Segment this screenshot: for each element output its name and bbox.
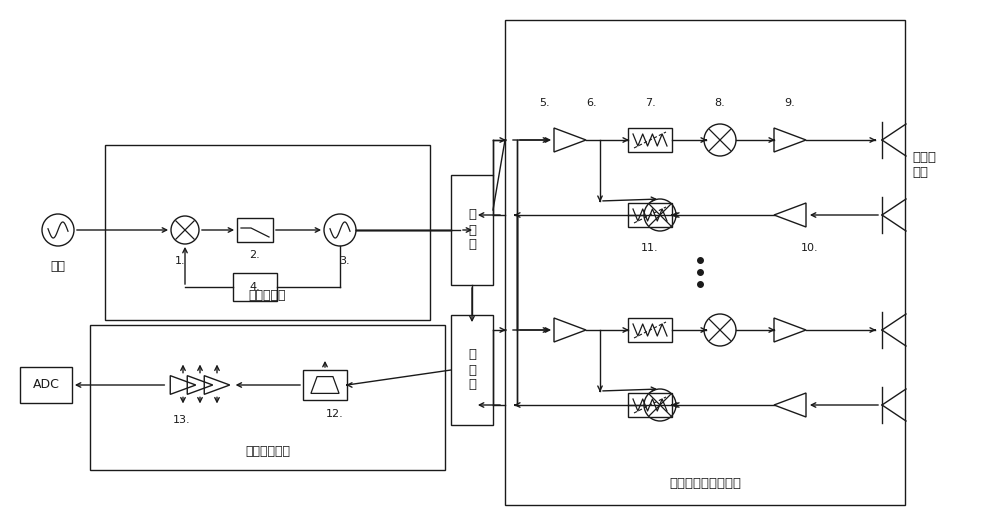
Text: 功
分
器: 功 分 器 bbox=[468, 208, 476, 251]
Bar bbox=[628, 318, 672, 342]
Bar bbox=[505, 20, 905, 505]
Text: 3.: 3. bbox=[340, 256, 350, 266]
Bar bbox=[237, 218, 273, 242]
Bar bbox=[105, 145, 430, 320]
Text: 相控阵收发前端芯片: 相控阵收发前端芯片 bbox=[669, 477, 741, 490]
Bar bbox=[451, 315, 493, 425]
Bar bbox=[451, 175, 493, 285]
Text: 9.: 9. bbox=[785, 98, 795, 108]
Bar bbox=[90, 325, 445, 470]
Text: 中频放大芯片: 中频放大芯片 bbox=[245, 445, 290, 458]
Bar bbox=[628, 128, 672, 152]
Bar bbox=[628, 393, 672, 417]
Text: 8.: 8. bbox=[715, 98, 725, 108]
Text: 2.: 2. bbox=[250, 250, 260, 260]
Text: 4.: 4. bbox=[250, 282, 260, 292]
Text: 12.: 12. bbox=[326, 409, 344, 419]
Text: 锁相环芯片: 锁相环芯片 bbox=[249, 289, 286, 302]
Text: 7.: 7. bbox=[645, 98, 655, 108]
Text: 功
合
器: 功 合 器 bbox=[468, 349, 476, 392]
Text: 晶振: 晶振 bbox=[50, 260, 66, 273]
Text: 1.: 1. bbox=[175, 256, 185, 266]
Text: 13.: 13. bbox=[173, 415, 191, 425]
Bar bbox=[628, 203, 672, 227]
Text: 11.: 11. bbox=[641, 243, 659, 253]
Text: 10.: 10. bbox=[801, 243, 819, 253]
Text: 6.: 6. bbox=[587, 98, 597, 108]
Bar bbox=[20, 367, 72, 403]
Bar bbox=[233, 273, 277, 301]
Text: 5.: 5. bbox=[540, 98, 550, 108]
Text: 相控阵
天线: 相控阵 天线 bbox=[912, 151, 936, 179]
Bar bbox=[303, 370, 347, 400]
Text: ADC: ADC bbox=[33, 379, 59, 392]
